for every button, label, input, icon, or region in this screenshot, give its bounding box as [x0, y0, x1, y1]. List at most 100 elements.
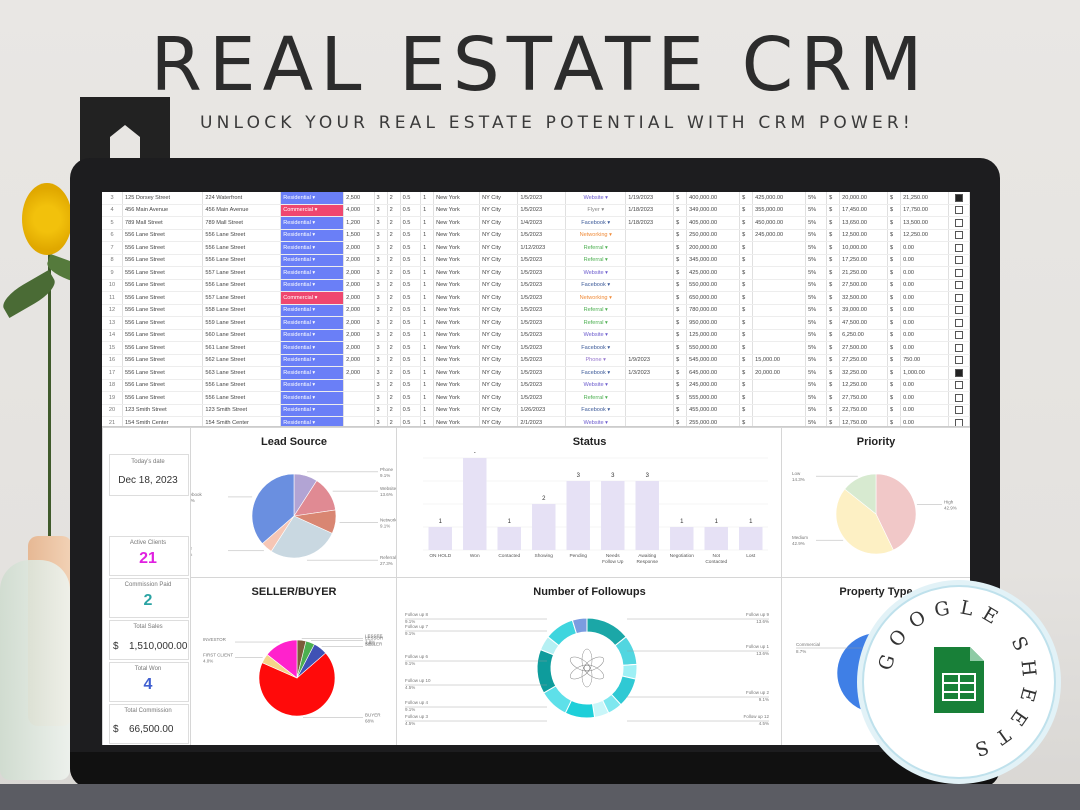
lead-source-dropdown[interactable]: Facebook ▾ — [565, 341, 627, 355]
address-cell[interactable]: 556 Lane Street — [122, 329, 204, 342]
state-cell[interactable]: NY City — [479, 192, 519, 205]
lead-source-dropdown[interactable]: Website ▾ — [565, 266, 627, 280]
property-type-dropdown[interactable]: Residential ▾ — [280, 341, 345, 355]
state-cell[interactable]: NY City — [479, 279, 519, 292]
sqft-cell[interactable]: 1,500 — [343, 229, 375, 242]
dollar-cell[interactable]: $ — [673, 304, 688, 317]
checkbox-icon[interactable] — [955, 381, 963, 390]
beds-cell[interactable]: 3 — [374, 279, 388, 292]
commission-cell[interactable]: 12,500.00 — [839, 229, 889, 242]
lead-source-dropdown[interactable]: Referral ▾ — [565, 391, 627, 405]
dollar-cell[interactable]: $ — [826, 192, 841, 205]
address-cell[interactable]: 456 Main Avenue — [122, 204, 204, 217]
state-cell[interactable]: NY City — [479, 391, 519, 405]
paid-checkbox[interactable] — [948, 229, 970, 242]
close-date-cell[interactable] — [625, 241, 675, 255]
paid-checkbox[interactable] — [948, 316, 970, 330]
price-cell[interactable]: 245,000.00 — [686, 379, 741, 392]
sqft-cell[interactable]: 2,500 — [343, 192, 375, 205]
checkbox-icon[interactable] — [955, 268, 963, 277]
lot-cell[interactable]: 0.5 — [400, 229, 422, 242]
paid-cell[interactable]: 0.00 — [900, 266, 949, 280]
row-number[interactable]: 14 — [102, 329, 123, 342]
date-cell[interactable]: 1/26/2023 — [517, 404, 567, 417]
close-date-cell[interactable] — [625, 304, 675, 317]
sqft-cell[interactable] — [343, 391, 375, 405]
property-type-dropdown[interactable]: Residential ▾ — [280, 391, 345, 405]
state-cell[interactable]: NY City — [479, 204, 519, 217]
sold-price-cell[interactable] — [752, 279, 807, 292]
sold-price-cell[interactable] — [752, 291, 807, 305]
price-cell[interactable]: 400,000.00 — [686, 192, 741, 205]
close-date-cell[interactable] — [625, 266, 675, 280]
dollar-cell[interactable]: $ — [887, 279, 902, 292]
sold-price-cell[interactable] — [752, 304, 807, 317]
checkbox-icon[interactable] — [955, 193, 963, 202]
price-cell[interactable]: 645,000.00 — [686, 366, 741, 380]
sold-price-cell[interactable]: 425,000.00 — [752, 192, 807, 205]
price-cell[interactable]: 200,000.00 — [686, 241, 741, 255]
property-type-dropdown[interactable]: Residential ▾ — [280, 241, 345, 255]
beds-cell[interactable]: 3 — [374, 304, 388, 317]
sqft-cell[interactable]: 2,000 — [343, 316, 375, 330]
lead-source-dropdown[interactable]: Referral ▾ — [565, 254, 627, 267]
dollar-cell[interactable]: $ — [887, 304, 902, 317]
sqft-cell[interactable]: 2,000 — [343, 341, 375, 355]
property-type-dropdown[interactable]: Residential ▾ — [280, 279, 345, 292]
city-cell[interactable]: New York — [433, 304, 481, 317]
date-cell[interactable]: 1/5/2023 — [517, 316, 567, 330]
property-cell[interactable]: 561 Lane Street — [202, 341, 282, 355]
checkbox-icon[interactable] — [955, 243, 963, 252]
property-type-dropdown[interactable]: Residential ▾ — [280, 379, 345, 392]
address-cell[interactable]: 556 Lane Street — [122, 341, 204, 355]
baths-cell[interactable]: 2 — [387, 341, 401, 355]
lead-source-dropdown[interactable]: Facebook ▾ — [565, 279, 627, 292]
percent-cell[interactable]: 5% — [805, 404, 828, 417]
commission-cell[interactable]: 47,500.00 — [839, 316, 889, 330]
lot-cell[interactable]: 0.5 — [400, 254, 422, 267]
garage-cell[interactable]: 1 — [420, 291, 435, 305]
beds-cell[interactable]: 3 — [374, 216, 388, 230]
garage-cell[interactable]: 1 — [420, 304, 435, 317]
property-type-dropdown[interactable]: Residential ▾ — [280, 254, 345, 267]
price-cell[interactable]: 405,000.00 — [686, 216, 741, 230]
baths-cell[interactable]: 2 — [387, 404, 401, 417]
dollar-cell[interactable]: $ — [673, 204, 688, 217]
paid-cell[interactable]: 0.00 — [900, 329, 949, 342]
checkbox-icon[interactable] — [955, 393, 963, 402]
commission-cell[interactable]: 39,000.00 — [839, 304, 889, 317]
baths-cell[interactable]: 2 — [387, 241, 401, 255]
sold-price-cell[interactable] — [752, 266, 807, 280]
row-number[interactable]: 13 — [102, 316, 123, 330]
paid-cell[interactable]: 0.00 — [900, 379, 949, 392]
close-date-cell[interactable] — [625, 316, 675, 330]
dollar-cell[interactable]: $ — [673, 279, 688, 292]
dollar-cell[interactable]: $ — [826, 391, 841, 405]
state-cell[interactable]: NY City — [479, 379, 519, 392]
dollar-cell[interactable]: $ — [826, 354, 841, 367]
checkbox-icon[interactable] — [955, 318, 963, 327]
beds-cell[interactable]: 3 — [374, 379, 388, 392]
dollar-cell[interactable]: $ — [826, 229, 841, 242]
dollar-cell[interactable]: $ — [887, 341, 902, 355]
garage-cell[interactable]: 1 — [420, 254, 435, 267]
sold-price-cell[interactable]: 245,000.00 — [752, 229, 807, 242]
percent-cell[interactable]: 5% — [805, 254, 828, 267]
percent-cell[interactable]: 5% — [805, 316, 828, 330]
city-cell[interactable]: New York — [433, 216, 481, 230]
garage-cell[interactable]: 1 — [420, 279, 435, 292]
close-date-cell[interactable] — [625, 329, 675, 342]
state-cell[interactable]: NY City — [479, 229, 519, 242]
paid-cell[interactable]: 750.00 — [900, 354, 949, 367]
row-number[interactable]: 15 — [102, 341, 123, 355]
commission-cell[interactable]: 20,000.00 — [839, 192, 889, 205]
state-cell[interactable]: NY City — [479, 341, 519, 355]
row-number[interactable]: 6 — [102, 229, 123, 242]
checkbox-icon[interactable] — [955, 281, 963, 290]
price-cell[interactable]: 780,000.00 — [686, 304, 741, 317]
lead-source-dropdown[interactable]: Referral ▾ — [565, 241, 627, 255]
sqft-cell[interactable]: 2,000 — [343, 366, 375, 380]
close-date-cell[interactable]: 1/3/2023 — [625, 366, 675, 380]
commission-cell[interactable]: 21,250.00 — [839, 266, 889, 280]
property-cell[interactable]: 556 Lane Street — [202, 229, 282, 242]
